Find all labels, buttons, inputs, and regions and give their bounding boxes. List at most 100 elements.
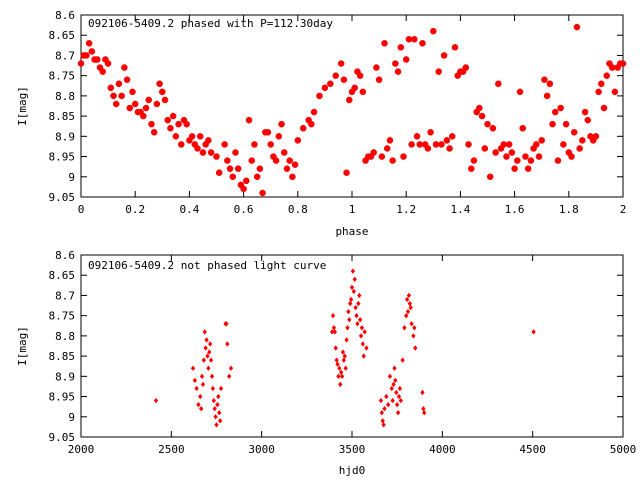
y-tick-label: 8.85 <box>49 350 76 363</box>
data-point <box>251 141 258 148</box>
data-point <box>359 88 367 96</box>
data-point <box>427 129 434 136</box>
y-tick-label: 8.6 <box>55 9 75 22</box>
data-point <box>102 56 109 63</box>
y-tick-label: 8.7 <box>55 49 75 62</box>
unphased-light-curve-plot: 2000 2500 3000 3500 4000 4500 5000 8.68.658.78… <box>16 249 636 477</box>
data-point <box>245 116 253 124</box>
data-point <box>348 296 354 303</box>
data-point <box>519 125 526 132</box>
data-point <box>183 121 190 128</box>
data-point <box>99 68 106 75</box>
data-point <box>172 133 180 140</box>
data-point <box>145 96 152 104</box>
data-point <box>361 353 366 359</box>
data-point <box>524 165 532 172</box>
data-point <box>208 357 214 363</box>
data-point <box>412 325 417 331</box>
data-point <box>489 125 497 132</box>
x-tick-label: 1.2 <box>396 203 416 216</box>
data-point <box>281 149 288 156</box>
x-axis-label: phase <box>335 225 368 238</box>
data-point <box>405 308 411 315</box>
data-point <box>332 72 339 79</box>
x-tick-label: 2000 <box>68 443 95 456</box>
data-point <box>449 133 456 140</box>
data-point <box>380 418 385 424</box>
data-point <box>397 385 403 392</box>
data-point <box>382 406 387 412</box>
data-point <box>424 145 432 152</box>
data-point <box>351 84 358 91</box>
data-point <box>294 137 301 144</box>
data-point <box>349 284 355 291</box>
data-point <box>543 92 551 100</box>
data-point <box>115 80 123 87</box>
data-point <box>395 401 400 408</box>
data-point <box>348 300 353 307</box>
data-point <box>378 397 384 404</box>
chart-title: 092106-5409.2 not phased light curve <box>88 259 326 272</box>
data-point <box>126 104 133 112</box>
data-point <box>598 80 605 87</box>
data-point <box>113 100 120 108</box>
data-point <box>264 129 272 136</box>
y-tick-label: 8.7 <box>55 289 75 302</box>
data-point <box>554 157 562 164</box>
data-point <box>533 141 540 148</box>
data-point <box>191 141 199 148</box>
data-point <box>592 133 600 140</box>
data-point <box>180 116 188 124</box>
data-point <box>336 373 341 380</box>
x-tick-label: 2 <box>620 203 627 216</box>
data-point <box>228 365 234 371</box>
data-point <box>451 44 459 51</box>
data-point <box>587 133 594 140</box>
data-point <box>217 410 222 416</box>
data-point <box>207 149 215 156</box>
data-point <box>357 292 362 299</box>
data-point <box>565 149 572 156</box>
data-point <box>487 173 494 180</box>
data-point <box>381 40 388 47</box>
x-tick-label: 4000 <box>429 443 456 456</box>
y-tick-label: 8.85 <box>49 110 76 123</box>
x-tick-label: 0 <box>78 203 85 216</box>
data-point <box>581 108 589 116</box>
data-point <box>190 365 196 371</box>
data-point <box>549 121 556 128</box>
y-tick-label: 8.65 <box>49 269 76 282</box>
data-point <box>224 157 231 164</box>
data-point <box>443 137 451 144</box>
data-point <box>289 173 296 180</box>
data-point <box>337 365 342 371</box>
y-tick-label: 8.75 <box>49 70 76 83</box>
data-point <box>321 84 329 91</box>
data-point <box>589 137 597 144</box>
plot-frame <box>80 14 624 198</box>
data-point <box>121 64 128 71</box>
data-point <box>392 60 399 67</box>
data-point <box>234 165 242 172</box>
data-point <box>495 80 502 87</box>
data-point <box>226 165 234 172</box>
data-point <box>167 125 174 132</box>
data-point <box>199 149 207 156</box>
data-point <box>584 116 591 124</box>
data-point <box>465 141 472 148</box>
data-point <box>88 48 96 55</box>
x-ticks: 2000 2500 3000 3500 4000 4500 5000 <box>68 255 636 456</box>
data-point <box>205 353 210 359</box>
x-tick-label: 1.6 <box>505 203 525 216</box>
data-point <box>379 410 384 416</box>
x-tick-label: 0.4 <box>179 203 199 216</box>
data-point <box>343 365 348 371</box>
data-point <box>286 157 293 164</box>
data-point <box>310 108 318 116</box>
data-point <box>300 125 307 132</box>
data-point <box>169 112 177 120</box>
x-tick-label: 0.8 <box>288 203 308 216</box>
data-point <box>216 393 221 400</box>
data-point <box>275 133 283 140</box>
data-point <box>225 341 230 347</box>
